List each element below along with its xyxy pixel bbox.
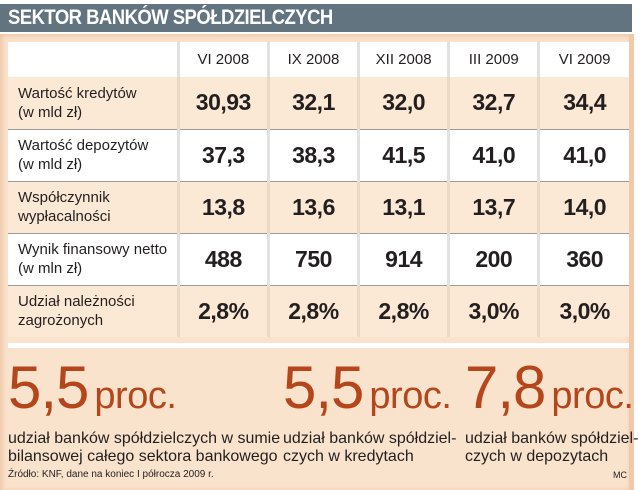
stat-value: 5,5 proc. bbox=[8, 354, 177, 421]
stat-description: udział banków spółdziel-czych w kredytac… bbox=[283, 430, 457, 465]
data-table: VI 2008 IX 2008 XII 2008 III 2009 VI 200… bbox=[8, 42, 629, 337]
table-row: Udział należności zagrożonych 2,8% 2,8% 2… bbox=[8, 284, 629, 337]
table-cell: 41,0 bbox=[537, 128, 629, 181]
author-credit: MC bbox=[613, 470, 627, 480]
row-label: Wartość kredytów (w mld zł) bbox=[8, 77, 179, 129]
table-cell: 2,8% bbox=[266, 284, 359, 337]
header-corner bbox=[8, 42, 179, 77]
table-cell: 488 bbox=[176, 232, 269, 285]
title-text: SEKTOR BANKÓW SPÓŁDZIELCZYCH bbox=[8, 6, 333, 29]
table-row: Wartość depozytów (w mld zł) 37,3 38,3 41… bbox=[8, 128, 629, 181]
stat-block-balance-share: 5,5 proc. udział banków spółdzielczych w … bbox=[8, 358, 280, 466]
table-cell: 2,8% bbox=[176, 284, 269, 337]
stat-block-deposit-share: 7,8 proc. udział banków spółdziel-czych w… bbox=[465, 358, 638, 466]
table-cell: 34,4 bbox=[537, 77, 629, 129]
row-label: Wynik finansowy netto (w mln zł) bbox=[8, 232, 179, 285]
table-cell: 2,8% bbox=[357, 284, 449, 337]
table-cell: 3,0% bbox=[537, 284, 629, 337]
stat-value: 5,5 proc. bbox=[283, 354, 452, 421]
stat-value: 7,8 proc. bbox=[465, 354, 634, 421]
table-cell: 38,3 bbox=[266, 128, 359, 181]
column-header: VI 2009 bbox=[537, 42, 629, 77]
table-cell: 3,0% bbox=[447, 284, 539, 337]
table-cell: 750 bbox=[266, 232, 359, 285]
stat-description: udział banków spółdziel-czych w depozyta… bbox=[465, 430, 639, 465]
table-cell: 914 bbox=[357, 232, 449, 285]
infographic-title: SEKTOR BANKÓW SPÓŁDZIELCZYCH bbox=[0, 4, 632, 32]
table-cell: 41,5 bbox=[357, 128, 449, 181]
table-cell: 32,0 bbox=[357, 77, 449, 129]
table-cell: 13,6 bbox=[266, 180, 359, 233]
row-label: Współczynnik wypłacalności bbox=[8, 180, 179, 233]
table-cell: 13,1 bbox=[357, 180, 449, 233]
table-cell: 200 bbox=[447, 232, 539, 285]
divider bbox=[8, 343, 629, 348]
column-header: XII 2008 bbox=[357, 42, 449, 77]
column-header: VI 2008 bbox=[176, 42, 269, 77]
column-header: IX 2008 bbox=[266, 42, 359, 77]
table-cell: 41,0 bbox=[447, 128, 539, 181]
stat-block-credit-share: 5,5 proc. udział banków spółdziel-czych w… bbox=[283, 358, 456, 466]
table-cell: 14,0 bbox=[537, 180, 629, 233]
table-row: Wartość kredytów (w mld zł) 30,93 32,1 32… bbox=[8, 77, 629, 129]
table-cell: 30,93 bbox=[176, 77, 269, 129]
table-row: Wynik finansowy netto (w mln zł) 488 750 … bbox=[8, 232, 629, 285]
table-cell: 32,7 bbox=[447, 77, 539, 129]
table-cell: 37,3 bbox=[176, 128, 269, 181]
table-row: Współczynnik wypłacalności 13,8 13,6 13,1… bbox=[8, 180, 629, 233]
table-header-row: VI 2008 IX 2008 XII 2008 III 2009 VI 200… bbox=[8, 42, 629, 77]
stat-description: udział banków spółdzielczych w sumie bila… bbox=[8, 430, 281, 465]
source-note: Źródło: KNF, dane na koniec I półrocza 2… bbox=[8, 469, 214, 480]
table-cell: 32,1 bbox=[266, 77, 359, 129]
table-cell: 13,8 bbox=[176, 180, 269, 233]
row-label: Udział należności zagrożonych bbox=[8, 284, 179, 337]
table-cell: 13,7 bbox=[447, 180, 539, 233]
column-header: III 2009 bbox=[447, 42, 539, 77]
row-label: Wartość depozytów (w mld zł) bbox=[8, 128, 179, 181]
table-cell: 360 bbox=[537, 232, 629, 285]
